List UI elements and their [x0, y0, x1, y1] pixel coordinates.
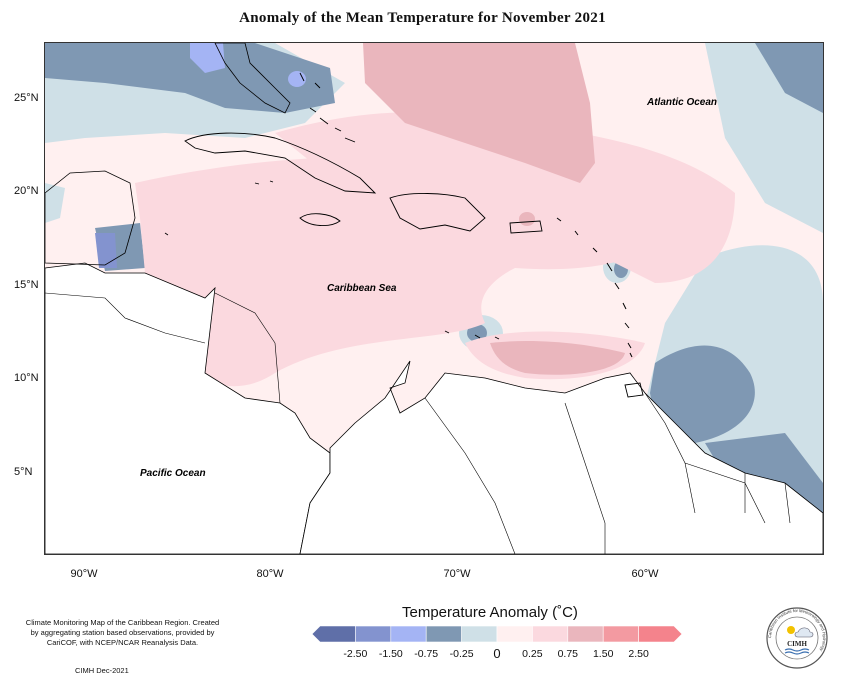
- legend-swatch: [425, 625, 462, 643]
- atlantic-ocean-label: Atlantic Ocean: [646, 97, 717, 108]
- legend-swatch: [312, 625, 356, 643]
- credit-text: Climate Monitoring Map of the Caribbean …: [25, 618, 220, 647]
- legend-tick-label: 1.50: [592, 648, 614, 660]
- legend-tick-label: 0.25: [522, 648, 543, 660]
- caribbean-sea-label: Caribbean Sea: [327, 283, 397, 294]
- legend-tick-label: 0: [493, 646, 501, 661]
- legend-swatch: [461, 625, 498, 643]
- legend-swatch: [567, 625, 604, 643]
- temperature-anomaly-map: Atlantic Ocean Caribbean Sea Pacific Oce…: [44, 42, 824, 555]
- legend-title: Temperature Anomaly (˚C): [402, 604, 578, 621]
- logo-abbr: CIMH: [787, 640, 807, 648]
- legend-tick-label: -2.50: [343, 648, 368, 660]
- lon-label: 90°W: [70, 568, 98, 580]
- cloud-icon: [794, 627, 814, 638]
- legend-tick-label: 0.75: [557, 648, 579, 660]
- lat-label: 20°N: [14, 185, 39, 197]
- legend-swatch: [602, 625, 639, 643]
- lon-label: 80°W: [256, 568, 284, 580]
- legend-tick-label: 2.50: [628, 648, 649, 660]
- legend-colorbar: [312, 625, 682, 643]
- legend-swatch: [390, 625, 427, 643]
- legend-swatch: [496, 625, 533, 643]
- legend-swatch: [638, 625, 682, 643]
- wave-icon: [784, 648, 810, 652]
- legend-swatch: [532, 625, 569, 643]
- lat-label: 10°N: [14, 372, 39, 384]
- map-title: Anomaly of the Mean Temperature for Nove…: [239, 10, 606, 26]
- lat-label: 5°N: [14, 466, 33, 478]
- lon-label: 60°W: [631, 568, 659, 580]
- legend-tick-label: -0.75: [414, 648, 439, 660]
- sun-icon: [787, 626, 795, 634]
- legend-tick-label: -0.25: [449, 648, 474, 660]
- legend-tick-label: -1.50: [378, 648, 403, 660]
- credit-date: CIMH Dec-2021: [75, 666, 129, 675]
- pacific-ocean-label: Pacific Ocean: [140, 468, 206, 479]
- lat-label: 25°N: [14, 92, 39, 104]
- lat-label: 15°N: [14, 279, 39, 291]
- cimh-logo: CIMH Caribbean Institute for Meteorology…: [766, 607, 828, 669]
- lon-label: 70°W: [443, 568, 471, 580]
- legend-swatch: [355, 625, 392, 643]
